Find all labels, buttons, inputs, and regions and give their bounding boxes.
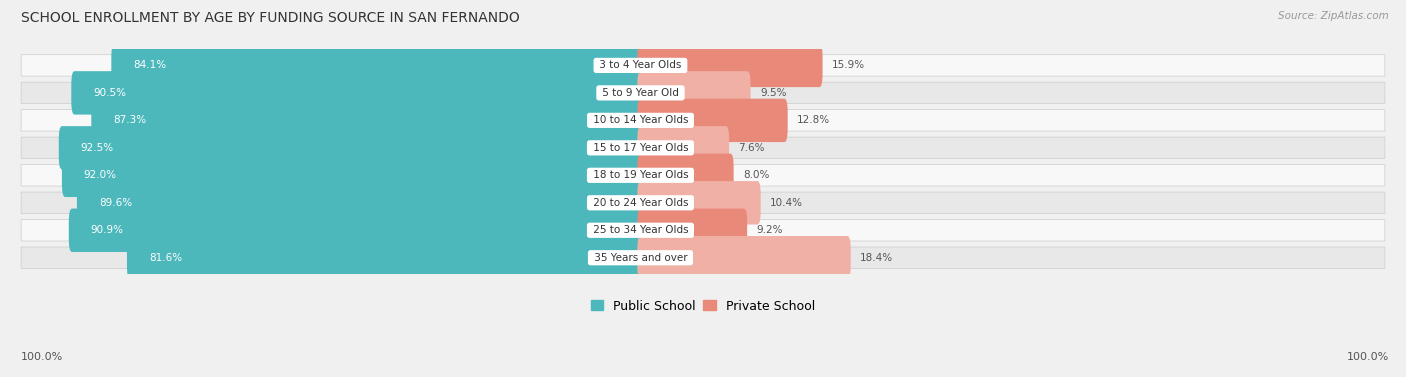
Text: 10 to 14 Year Olds: 10 to 14 Year Olds [589,115,692,126]
FancyBboxPatch shape [21,219,1385,241]
Text: 12.8%: 12.8% [797,115,830,126]
FancyBboxPatch shape [111,44,644,87]
FancyBboxPatch shape [21,247,1385,268]
Text: 3 to 4 Year Olds: 3 to 4 Year Olds [596,60,685,70]
Text: SCHOOL ENROLLMENT BY AGE BY FUNDING SOURCE IN SAN FERNANDO: SCHOOL ENROLLMENT BY AGE BY FUNDING SOUR… [21,11,520,25]
Text: 15 to 17 Year Olds: 15 to 17 Year Olds [589,143,692,153]
Text: 100.0%: 100.0% [1347,352,1389,362]
FancyBboxPatch shape [637,153,734,197]
Text: 87.3%: 87.3% [114,115,146,126]
FancyBboxPatch shape [637,208,747,252]
Text: 90.9%: 90.9% [90,225,124,235]
FancyBboxPatch shape [21,137,1385,159]
Legend: Public School, Private School: Public School, Private School [586,294,820,317]
Text: 9.2%: 9.2% [756,225,783,235]
FancyBboxPatch shape [77,181,644,224]
FancyBboxPatch shape [637,181,761,224]
FancyBboxPatch shape [62,153,644,197]
FancyBboxPatch shape [637,236,851,279]
FancyBboxPatch shape [72,71,644,115]
Text: 25 to 34 Year Olds: 25 to 34 Year Olds [589,225,692,235]
Text: 84.1%: 84.1% [134,60,166,70]
Text: 10.4%: 10.4% [770,198,803,208]
Text: Source: ZipAtlas.com: Source: ZipAtlas.com [1278,11,1389,21]
FancyBboxPatch shape [637,99,787,142]
Text: 8.0%: 8.0% [742,170,769,180]
Text: 90.5%: 90.5% [93,88,127,98]
FancyBboxPatch shape [637,71,751,115]
Text: 9.5%: 9.5% [759,88,786,98]
FancyBboxPatch shape [21,165,1385,186]
Text: 5 to 9 Year Old: 5 to 9 Year Old [599,88,682,98]
Text: 81.6%: 81.6% [149,253,181,263]
Text: 20 to 24 Year Olds: 20 to 24 Year Olds [589,198,692,208]
Text: 15.9%: 15.9% [832,60,865,70]
Text: 89.6%: 89.6% [98,198,132,208]
Text: 7.6%: 7.6% [738,143,765,153]
FancyBboxPatch shape [21,110,1385,131]
FancyBboxPatch shape [21,82,1385,104]
FancyBboxPatch shape [21,55,1385,76]
Text: 92.5%: 92.5% [80,143,114,153]
FancyBboxPatch shape [91,99,644,142]
Text: 35 Years and over: 35 Years and over [591,253,690,263]
Text: 92.0%: 92.0% [84,170,117,180]
Text: 100.0%: 100.0% [21,352,63,362]
FancyBboxPatch shape [59,126,644,170]
FancyBboxPatch shape [637,44,823,87]
Text: 18.4%: 18.4% [860,253,893,263]
FancyBboxPatch shape [21,192,1385,213]
FancyBboxPatch shape [69,208,644,252]
Text: 18 to 19 Year Olds: 18 to 19 Year Olds [589,170,692,180]
FancyBboxPatch shape [637,126,730,170]
FancyBboxPatch shape [127,236,644,279]
